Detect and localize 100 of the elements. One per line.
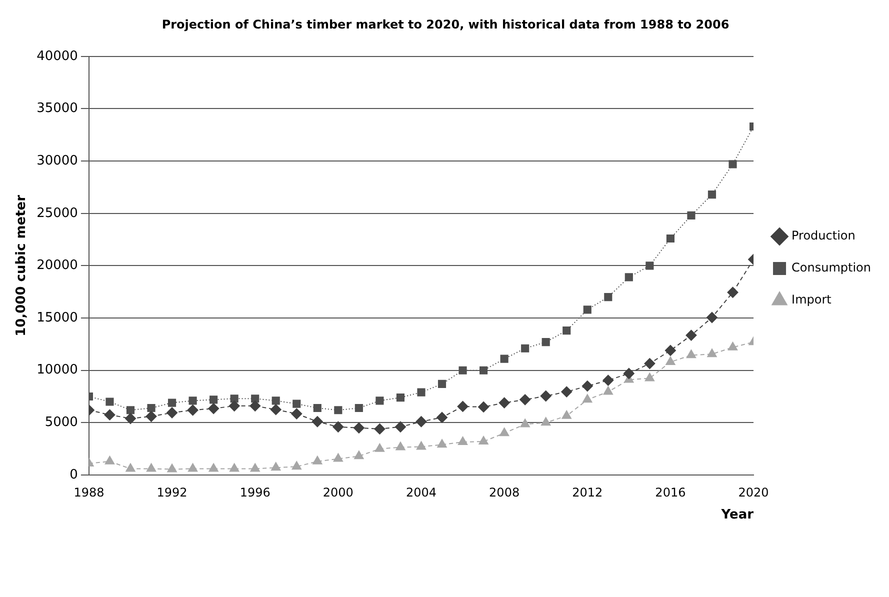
x-tick-label: 1996 xyxy=(240,485,270,500)
point xyxy=(437,439,447,448)
point xyxy=(521,344,530,352)
y-tick-label: 20000 xyxy=(36,258,78,274)
x-axis-title: Year xyxy=(720,508,754,523)
point xyxy=(644,358,656,370)
point xyxy=(561,386,572,398)
point xyxy=(727,286,738,298)
point xyxy=(707,348,717,358)
point xyxy=(376,396,384,405)
point xyxy=(334,406,342,414)
legend-label: Production xyxy=(792,228,856,243)
point xyxy=(230,463,240,472)
point xyxy=(542,338,550,346)
y-tick-label: 30000 xyxy=(36,153,78,168)
point xyxy=(436,412,448,423)
point xyxy=(686,350,696,358)
x-tick-label: 2020 xyxy=(738,485,769,500)
x-tick-label: 2000 xyxy=(322,485,354,500)
point xyxy=(374,443,385,452)
y-tick-label: 35000 xyxy=(36,101,78,116)
point xyxy=(146,410,157,422)
point xyxy=(374,423,386,434)
point xyxy=(272,396,280,405)
point xyxy=(251,394,260,403)
point xyxy=(604,293,612,302)
point xyxy=(666,234,674,243)
point xyxy=(686,330,697,341)
y-tick-label: 25000 xyxy=(36,206,78,221)
point xyxy=(104,456,115,464)
legend-label: Consumption xyxy=(792,260,872,275)
point xyxy=(292,400,301,408)
point xyxy=(291,408,302,420)
point xyxy=(416,416,427,428)
point xyxy=(333,453,343,462)
point xyxy=(228,400,240,412)
point xyxy=(602,374,614,386)
point xyxy=(478,401,490,412)
legend-label: Import xyxy=(792,292,832,307)
point xyxy=(354,404,363,412)
point xyxy=(168,398,176,407)
y-axis-title: 10,000 cubic meter xyxy=(14,194,30,336)
point xyxy=(498,397,510,408)
x-tick-label: 2012 xyxy=(572,485,603,500)
point xyxy=(728,342,738,350)
point xyxy=(332,421,344,432)
point xyxy=(458,366,467,374)
point xyxy=(208,463,218,472)
y-tick-label: 5000 xyxy=(44,415,78,430)
point xyxy=(104,409,116,420)
point xyxy=(540,390,552,402)
point xyxy=(603,386,613,395)
point xyxy=(478,436,488,445)
point xyxy=(312,416,323,428)
point xyxy=(146,463,156,472)
point xyxy=(270,404,282,416)
point xyxy=(666,356,676,365)
point xyxy=(250,463,260,472)
point xyxy=(582,380,593,392)
point xyxy=(623,368,634,379)
point xyxy=(583,306,592,314)
point xyxy=(457,400,468,412)
y-tick-label: 10000 xyxy=(36,362,78,378)
point xyxy=(644,372,655,382)
point xyxy=(126,463,136,472)
point xyxy=(396,442,406,450)
point xyxy=(458,436,468,446)
point xyxy=(167,464,177,472)
point xyxy=(708,190,716,199)
point xyxy=(582,394,592,403)
point xyxy=(499,428,510,436)
point xyxy=(124,412,136,424)
point xyxy=(230,394,238,403)
point xyxy=(208,403,220,414)
point xyxy=(271,462,281,471)
point xyxy=(188,463,198,472)
point xyxy=(646,262,654,270)
point xyxy=(353,422,364,434)
point xyxy=(312,456,322,464)
point xyxy=(126,406,135,414)
point xyxy=(706,312,718,323)
point xyxy=(728,160,737,168)
point xyxy=(147,404,156,412)
point xyxy=(292,461,302,470)
point xyxy=(396,394,405,402)
point xyxy=(520,418,530,428)
point xyxy=(687,211,696,220)
point xyxy=(664,344,676,356)
point xyxy=(624,273,633,282)
point xyxy=(417,388,426,396)
point xyxy=(354,450,364,460)
y-tick-label: 15000 xyxy=(36,310,78,326)
y-tick-label: 0 xyxy=(70,467,78,482)
x-tick-label: 1988 xyxy=(74,485,104,500)
point xyxy=(520,394,531,406)
x-tick-label: 2004 xyxy=(406,485,437,500)
point xyxy=(188,396,197,405)
point xyxy=(106,398,114,406)
point xyxy=(250,400,261,412)
x-tick-label: 1992 xyxy=(156,485,188,500)
